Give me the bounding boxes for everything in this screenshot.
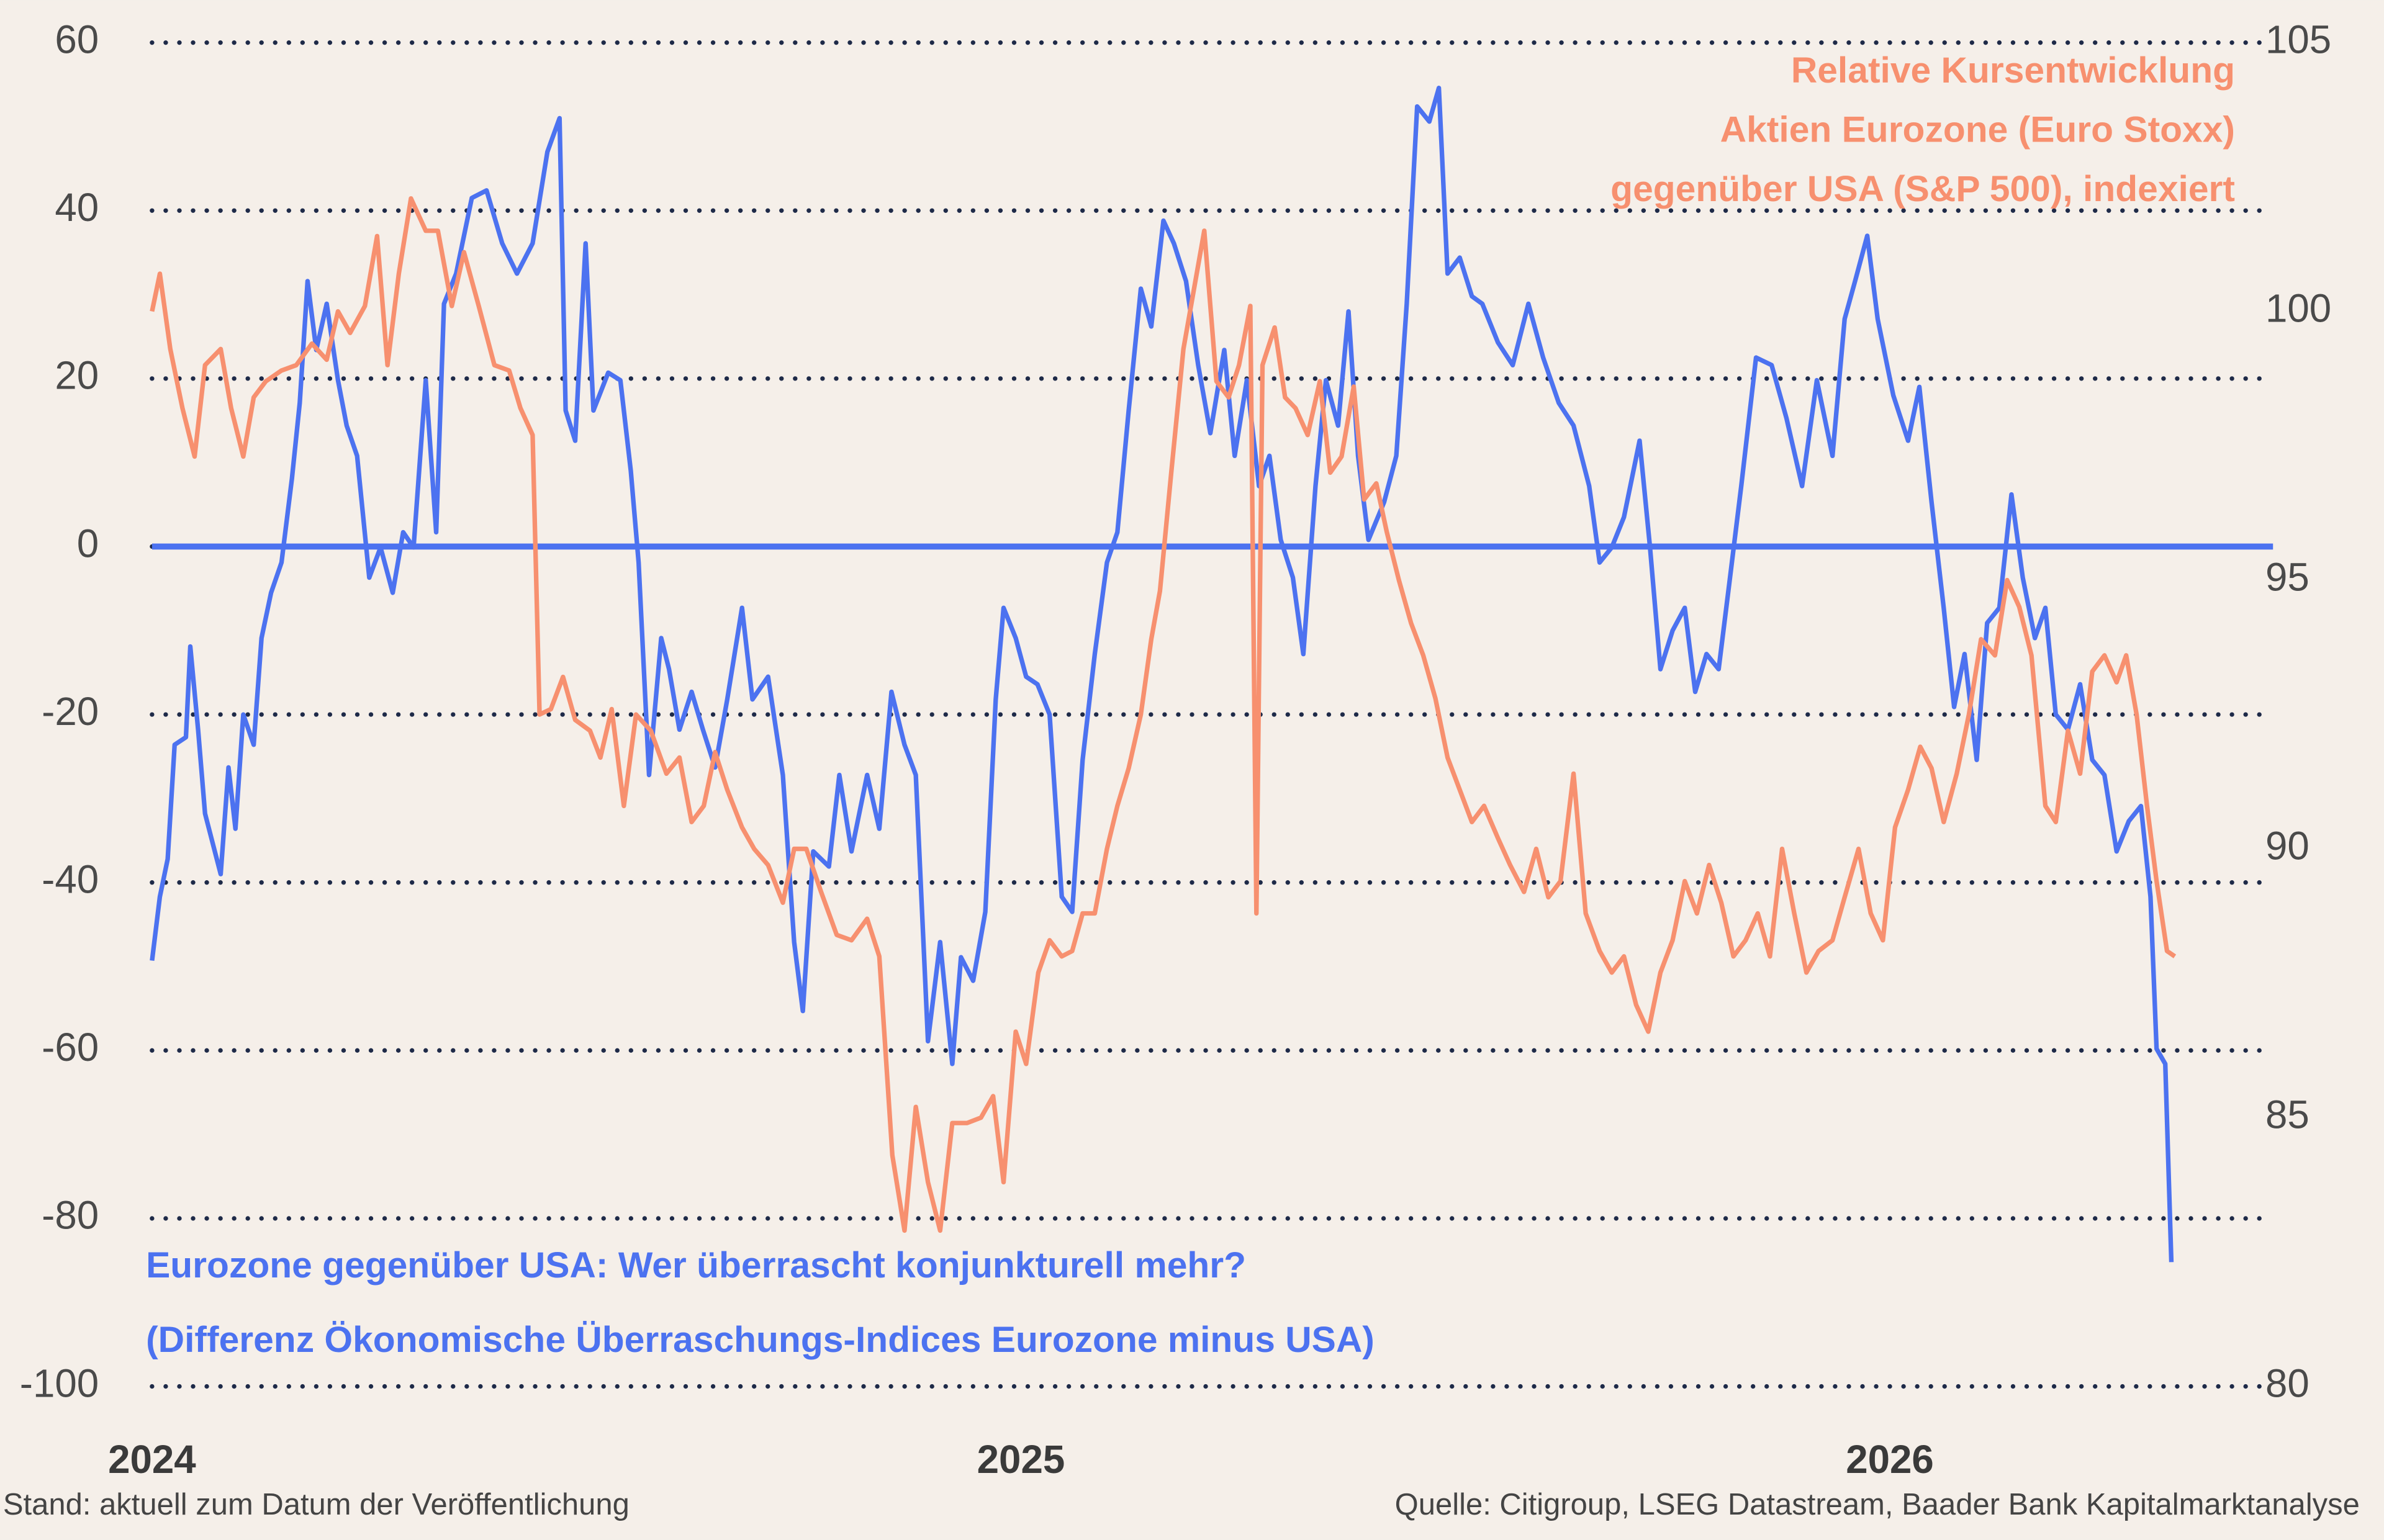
y2-tick-label: 85 — [2265, 1092, 2310, 1137]
y-tick-label: 0 — [77, 521, 99, 565]
note: Stand: aktuell zum Datum der Veröffentli… — [3, 1488, 630, 1521]
series-label: Relative Kursentwicklung — [1791, 50, 2235, 91]
y-tick-label: -20 — [42, 690, 99, 734]
y2-tick-label: 95 — [2265, 555, 2310, 599]
y-tick-label: -60 — [42, 1025, 99, 1069]
series-label: (Differenz Ökonomische Überraschungs-Ind… — [146, 1320, 1375, 1360]
y2-tick-label: 105 — [2265, 17, 2331, 61]
x-tick-label: 2026 — [1846, 1438, 1934, 1482]
y2-tick-label: 100 — [2265, 286, 2331, 330]
grid — [150, 40, 2275, 1389]
series-label: Eurozone gegenüber USA: Wer überrascht k… — [146, 1245, 1246, 1286]
y-tick-label: -80 — [42, 1194, 99, 1238]
y-tick-label: 40 — [55, 186, 99, 230]
plot — [150, 86, 2273, 1263]
y-tick-label: -40 — [42, 858, 99, 902]
series-line — [150, 196, 2177, 1233]
x-tick-label: 2024 — [108, 1438, 196, 1482]
series-label: gegenüber USA (S&P 500), indexiert — [1610, 169, 2235, 209]
source: Quelle: Citigroup, LSEG Datastream, Baad… — [1395, 1488, 2360, 1521]
y2-tick-label: 80 — [2265, 1361, 2310, 1405]
series-line — [150, 86, 2174, 1263]
y-tick-label: -100 — [20, 1361, 99, 1405]
labels: -100 -80 -60 -40 -20 0 20 40 60 80 85 90 95 100 105 202… — [20, 17, 2331, 1481]
y-tick-label: 20 — [55, 354, 99, 398]
x-tick-label: 2025 — [977, 1438, 1065, 1482]
y-tick-label: 60 — [55, 17, 99, 61]
y2-tick-label: 90 — [2265, 824, 2310, 868]
series-label: Aktien Eurozone (Euro Stoxx) — [1720, 110, 2235, 150]
